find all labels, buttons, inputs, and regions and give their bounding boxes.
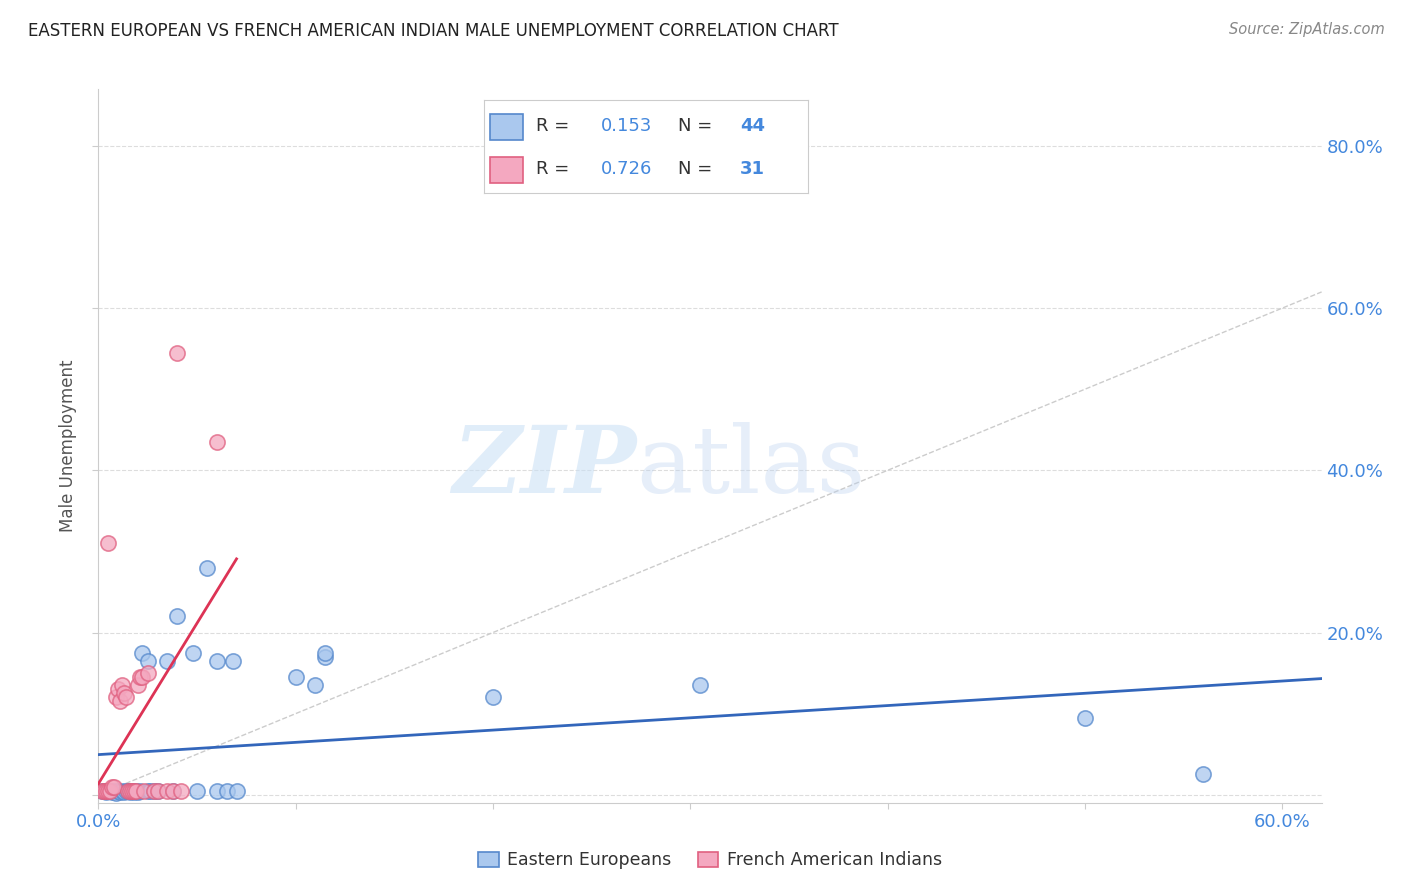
Point	[115, 784, 138, 798]
Point	[98, 783, 121, 797]
Point	[205, 783, 228, 797]
Point	[166, 345, 188, 359]
Point	[195, 560, 218, 574]
Point	[156, 654, 179, 668]
Point	[93, 783, 115, 797]
Point	[138, 783, 160, 797]
Point	[125, 783, 148, 797]
Point	[221, 654, 243, 668]
Point	[170, 783, 193, 797]
Point	[91, 783, 114, 797]
Point	[215, 783, 238, 797]
Point	[136, 783, 159, 797]
Point	[98, 783, 121, 797]
Point	[304, 678, 326, 692]
Point	[122, 783, 145, 797]
Point	[131, 670, 153, 684]
Point	[111, 784, 134, 798]
Y-axis label: Male Unemployment: Male Unemployment	[59, 359, 77, 533]
Text: ZIP: ZIP	[453, 423, 637, 512]
Point	[97, 536, 120, 550]
Point	[121, 783, 143, 797]
Point	[117, 783, 139, 797]
Point	[108, 785, 131, 799]
Point	[181, 646, 204, 660]
Point	[156, 783, 179, 797]
Point	[118, 785, 141, 799]
Point	[284, 670, 307, 684]
Point	[121, 784, 143, 798]
Point	[146, 783, 169, 797]
Point	[115, 690, 138, 705]
Point	[122, 785, 145, 799]
Point	[96, 785, 118, 799]
Point	[127, 678, 149, 692]
Point	[128, 784, 150, 798]
Point	[314, 646, 336, 660]
Point	[131, 646, 153, 660]
Point	[103, 780, 125, 794]
Point	[111, 678, 134, 692]
Point	[112, 785, 135, 799]
Point	[146, 783, 169, 797]
Point	[689, 678, 711, 692]
Point	[132, 783, 155, 797]
Point	[225, 783, 247, 797]
Point	[162, 783, 184, 797]
Point	[205, 654, 228, 668]
Point	[108, 694, 131, 708]
Point	[314, 649, 336, 664]
Point	[166, 609, 188, 624]
Point	[142, 783, 165, 797]
Point	[101, 785, 124, 799]
Point	[127, 785, 149, 799]
Point	[96, 783, 118, 797]
Point	[101, 780, 124, 794]
Point	[136, 654, 159, 668]
Point	[97, 784, 120, 798]
Point	[118, 783, 141, 797]
Point	[112, 686, 135, 700]
Point	[136, 666, 159, 681]
Point	[107, 682, 129, 697]
Legend: Eastern Europeans, French American Indians: Eastern Europeans, French American India…	[471, 845, 949, 876]
Point	[482, 690, 505, 705]
Text: Source: ZipAtlas.com: Source: ZipAtlas.com	[1229, 22, 1385, 37]
Point	[125, 784, 148, 798]
Point	[105, 786, 128, 800]
Point	[205, 434, 228, 449]
Point	[103, 784, 125, 798]
Point	[107, 784, 129, 798]
Point	[1074, 711, 1097, 725]
Text: EASTERN EUROPEAN VS FRENCH AMERICAN INDIAN MALE UNEMPLOYMENT CORRELATION CHART: EASTERN EUROPEAN VS FRENCH AMERICAN INDI…	[28, 22, 839, 40]
Point	[128, 670, 150, 684]
Point	[1192, 767, 1215, 781]
Text: atlas: atlas	[637, 423, 866, 512]
Point	[162, 783, 184, 797]
Point	[186, 783, 208, 797]
Point	[105, 690, 128, 705]
Point	[142, 783, 165, 797]
Point	[97, 783, 120, 797]
Point	[91, 783, 114, 797]
Point	[117, 783, 139, 797]
